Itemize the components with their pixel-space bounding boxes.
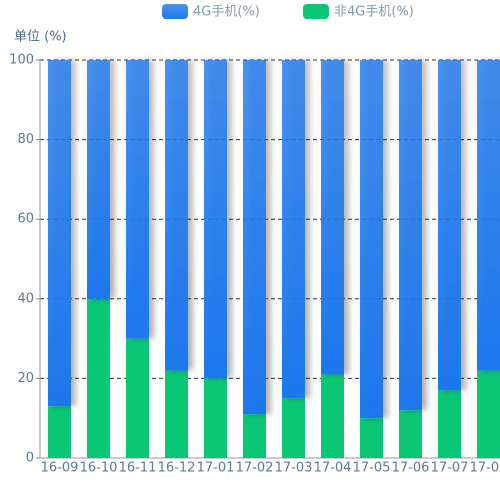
x-tick-label: 17-04 — [314, 461, 352, 476]
legend-label: 4G手机(%) — [193, 5, 260, 20]
y-tick-label: 100 — [9, 53, 34, 68]
bar — [282, 398, 305, 458]
bar — [321, 374, 344, 458]
bar — [87, 60, 110, 299]
x-tick-label: 17-06 — [392, 461, 430, 476]
x-tick-label: 16-12 — [158, 461, 196, 476]
bar — [243, 414, 266, 458]
bar — [438, 390, 461, 458]
legend-label: 非4G手机(%) — [334, 5, 414, 20]
x-tick-label: 17-05 — [353, 461, 391, 476]
bar — [438, 60, 461, 391]
y-tick-label: 80 — [17, 132, 34, 147]
bar — [165, 370, 188, 458]
legend-swatch — [303, 4, 329, 19]
legend-swatch — [162, 4, 188, 19]
y-tick-label: 60 — [17, 212, 34, 227]
bar — [165, 60, 188, 371]
bar — [87, 298, 110, 458]
bar — [477, 370, 500, 458]
bar — [477, 60, 500, 371]
x-tick-label: 17-07 — [431, 461, 469, 476]
x-tick-label: 17-08 — [470, 461, 500, 476]
x-tick-label: 16-09 — [41, 461, 79, 476]
bar — [399, 60, 422, 411]
bar — [204, 60, 227, 379]
bar — [360, 418, 383, 458]
bar — [204, 378, 227, 458]
bar — [126, 60, 149, 339]
bar — [399, 410, 422, 458]
y-tick-label: 0 — [26, 451, 34, 466]
x-tick-label: 17-03 — [275, 461, 313, 476]
x-tick-label: 16-10 — [80, 461, 118, 476]
bar — [360, 60, 383, 419]
x-tick-label: 17-02 — [236, 461, 274, 476]
bar — [282, 60, 305, 399]
bar — [48, 406, 71, 458]
bar — [48, 60, 71, 407]
x-tick-label: 16-11 — [119, 461, 157, 476]
y-tick-label: 40 — [17, 291, 34, 306]
bar — [126, 338, 149, 458]
bar — [321, 60, 344, 375]
y-tick-label: 20 — [17, 371, 34, 386]
bar — [243, 60, 266, 415]
y-axis-label: 单位 (%) — [14, 30, 67, 45]
x-tick-label: 17-01 — [197, 461, 235, 476]
